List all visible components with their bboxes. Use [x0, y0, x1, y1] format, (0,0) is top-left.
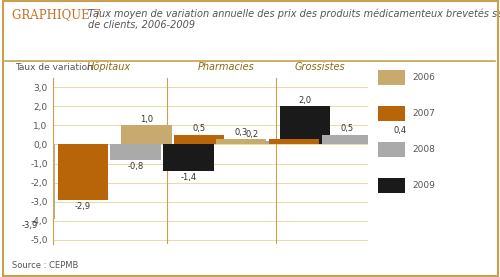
Bar	[227, 141, 278, 144]
Text: 2009: 2009	[412, 181, 436, 190]
Text: Taux de variation: Taux de variation	[14, 63, 92, 72]
Bar	[110, 144, 161, 160]
Text: Taux moyen de variation annuelle des prix des produits médicamenteux brevetés se: Taux moyen de variation annuelle des pri…	[88, 8, 500, 30]
Text: Source : CEPMB: Source : CEPMB	[12, 261, 79, 270]
Bar	[4, 144, 55, 219]
Text: 2008: 2008	[412, 145, 436, 154]
Text: -2,9: -2,9	[74, 202, 91, 211]
Text: 2006: 2006	[412, 73, 436, 82]
Bar	[280, 106, 330, 144]
Bar	[216, 139, 266, 144]
Text: 0,3: 0,3	[287, 128, 300, 137]
Text: 0,3: 0,3	[234, 128, 247, 137]
Bar	[121, 125, 172, 144]
Text: GRAPHIQUE 7: GRAPHIQUE 7	[12, 8, 102, 21]
Bar	[58, 144, 108, 200]
Text: 1,0: 1,0	[140, 115, 153, 124]
Text: Hôpitaux: Hôpitaux	[87, 61, 132, 72]
Bar	[174, 135, 224, 144]
Text: 0,5: 0,5	[340, 124, 353, 133]
Text: -3,9: -3,9	[22, 221, 38, 230]
Text: -1,4: -1,4	[180, 173, 196, 183]
Text: Pharmacies: Pharmacies	[198, 62, 254, 72]
Text: Grossistes: Grossistes	[295, 62, 346, 72]
Text: -0,8: -0,8	[128, 162, 144, 171]
Text: 2,0: 2,0	[298, 96, 312, 105]
Text: 0,4: 0,4	[393, 126, 406, 135]
Bar	[268, 139, 319, 144]
Text: 0,2: 0,2	[246, 130, 259, 139]
Text: 0,5: 0,5	[192, 124, 206, 133]
Bar	[322, 135, 372, 144]
Bar	[164, 144, 214, 171]
Bar	[374, 137, 425, 144]
Text: 2007: 2007	[412, 109, 436, 118]
